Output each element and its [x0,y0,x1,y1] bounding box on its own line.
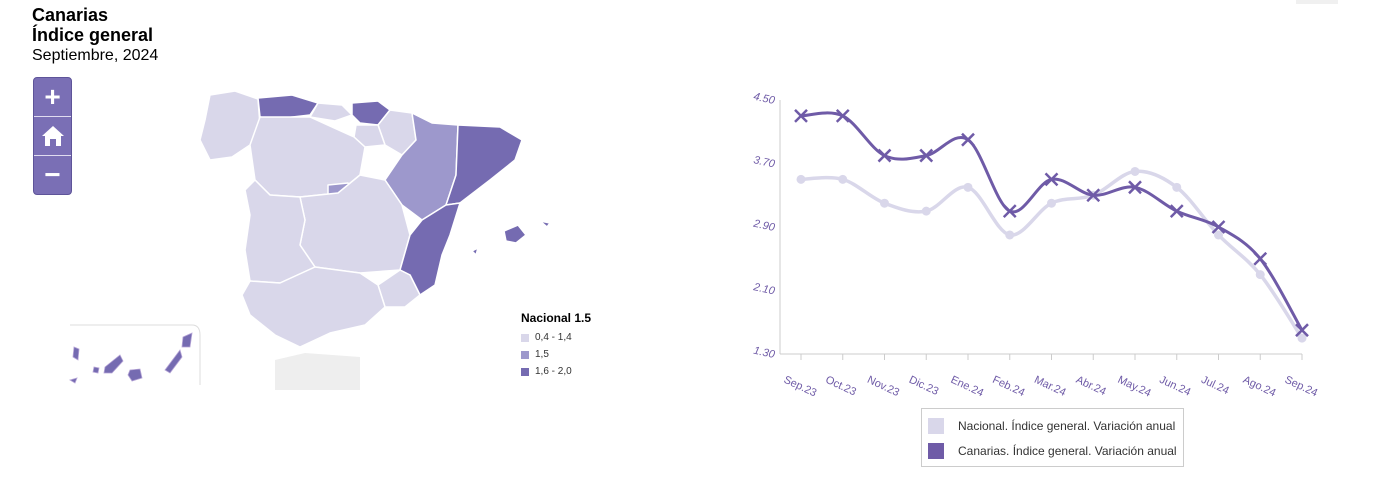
chart-legend: Nacional. Índice general. Variación anua… [921,408,1184,467]
data-point-nacional [1297,333,1307,343]
x-tick-label: Sep.23 [782,374,819,400]
island-granc [127,368,143,382]
legend-label: 1,6 - 2,0 [535,366,572,377]
region-valencia [399,202,461,296]
x-tick-label: Feb.24 [990,374,1026,399]
region-baleares-menorca [539,220,551,228]
north-africa-shape [275,353,360,390]
legend-swatch-canarias [928,442,944,459]
island-gomera [92,366,100,374]
region-asturias [257,94,319,120]
island-lapalma [72,346,80,361]
y-tick-label: 3.70 [752,154,776,170]
map-legend-item: 1,5 [521,346,591,363]
data-point-nacional [963,182,973,192]
region-title: Canarias [32,5,109,25]
map-legend-item: 0,4 - 1,4 [521,329,591,346]
data-point-canarias [919,148,934,163]
y-tick-label: 1.30 [752,345,776,361]
data-point-nacional [1005,230,1015,240]
series-line-canarias [800,111,1304,331]
legend-swatch-nacional [928,417,944,434]
region-cantabria [309,102,353,122]
region-galicia [199,90,261,161]
data-point-nacional [1255,270,1265,280]
data-point-canarias [1044,172,1059,187]
data-point-canarias [1211,220,1226,234]
series-line-nacional [800,169,1304,340]
period-subtitle: Septiembre, 2024 [32,47,159,64]
data-point-canarias [794,108,808,123]
data-point-nacional [1130,166,1140,176]
x-tick-label: May.24 [1116,374,1153,400]
data-point-canarias [1253,251,1268,266]
zoom-control: + − [33,77,72,195]
island-lanzarote [181,332,193,348]
x-tick-label: Dic.23 [907,374,940,398]
x-tick-label: Nov.23 [865,374,901,399]
x-tick-label: Ene.24 [949,374,986,400]
x-tick-label: Abr.24 [1074,374,1108,398]
zoom-out-button[interactable]: − [44,159,61,190]
x-tick-label: Ago.24 [1241,374,1278,400]
zoom-in-button[interactable]: + [34,78,71,117]
chart-legend-item-canarias[interactable]: Canarias. Índice general. Variación anua… [928,438,1177,463]
map-legend: Nacional 1.5 0,4 - 1,4 1,5 1,6 - 2,0 [521,311,591,380]
island-hierro [69,377,78,384]
data-point-nacional [1214,230,1223,240]
legend-label: 1,5 [535,349,549,360]
region-andalucia [241,266,386,348]
region-cataluna [445,124,523,206]
spain-map-svg [69,90,551,390]
data-point-canarias [1295,323,1309,338]
data-point-canarias [961,132,975,147]
spain-map [60,85,620,390]
data-point-canarias [1169,204,1184,219]
legend-swatch [521,333,529,342]
map-legend-item: 1,6 - 2,0 [521,363,591,380]
x-tick-label: Jul.24 [1199,374,1231,397]
zoom-home-button[interactable] [34,117,71,156]
canarias-inset-frame [70,324,201,385]
data-point-canarias [835,108,850,123]
region-baleares [503,224,527,244]
region-rioja [353,124,386,148]
x-tick-label: Sep.24 [1283,374,1320,400]
island-tenerife [103,354,124,374]
legend-label-canarias: Canarias. Índice general. Variación anua… [958,443,1177,458]
data-point-nacional [796,174,806,184]
y-tick-label: 2.90 [751,218,776,235]
chart-legend-item-nacional[interactable]: Nacional. Índice general. Variación anua… [928,413,1177,438]
region-baleares-ibiza [471,247,479,256]
data-point-nacional [880,198,889,208]
line-chart-svg: 4.50 3.70 2.90 2.10 1.30 Sep.23 Oct.23 Nov.23 Di… [751,91,1320,400]
y-tick-label: 2.10 [751,281,776,298]
data-point-canarias [1002,204,1017,219]
legend-label-nacional: Nacional. Índice general. Variación anua… [958,418,1176,433]
data-point-nacional [1047,198,1056,208]
line-chart: 4.50 3.70 2.90 2.10 1.30 Sep.23 Oct.23 Nov.23 Di… [720,80,1340,420]
x-tick-label: Jun.24 [1157,374,1192,399]
data-point-canarias [1086,188,1101,203]
index-title: Índice general [32,25,154,45]
y-tick-label: 4.50 [752,91,776,107]
home-icon [41,126,64,146]
data-point-nacional [921,206,931,216]
x-tick-label: Mar.24 [1032,374,1068,399]
data-point-nacional [838,174,848,184]
x-tick-label: Oct.23 [823,374,857,399]
data-point-nacional [1172,182,1182,192]
legend-label: 0,4 - 1,4 [535,332,572,343]
legend-swatch [521,350,529,359]
data-point-canarias [1128,180,1142,195]
corner-decoration [1296,0,1338,4]
map-legend-title: Nacional 1.5 [521,311,592,325]
data-point-canarias [877,148,892,163]
island-fuerteventura [164,349,183,374]
legend-swatch [521,367,529,376]
chart-header: Canarias Índice general Septiembre, 2024 [32,5,158,66]
